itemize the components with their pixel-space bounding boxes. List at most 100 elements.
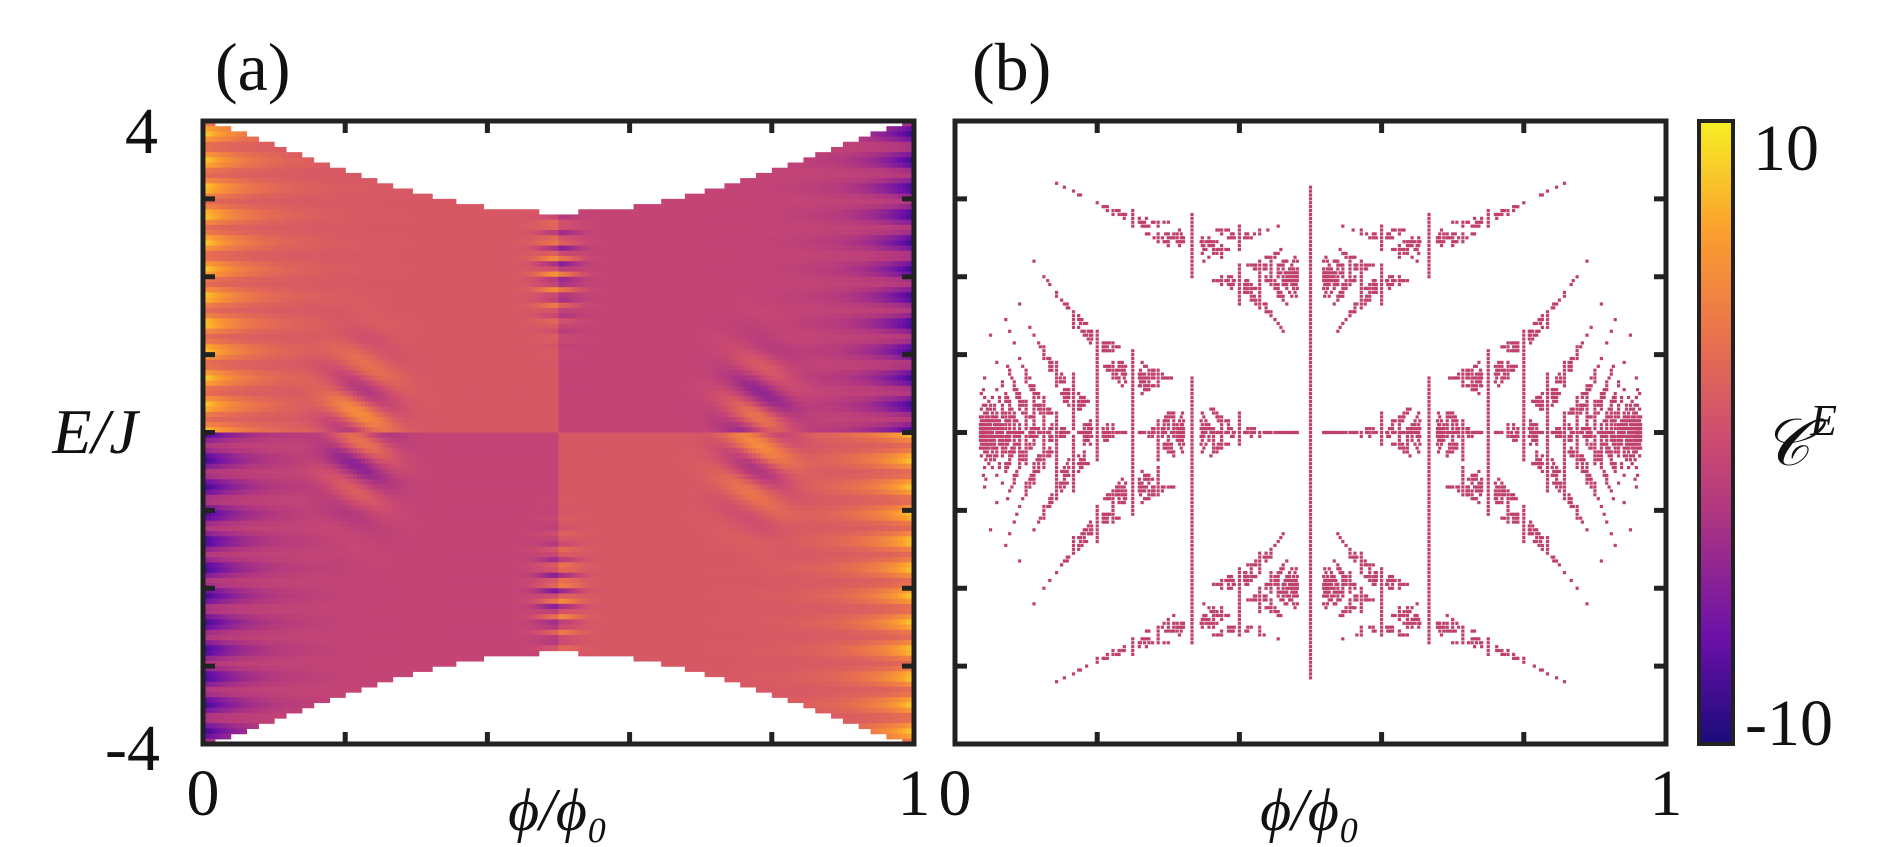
spectrum-cell (289, 209, 295, 216)
spectrum-cell (357, 551, 362, 558)
spectrum-cell (282, 328, 287, 335)
spectrum-cell (218, 193, 224, 200)
spectrum-cell (364, 468, 370, 475)
spectrum-cell (337, 567, 342, 574)
spectrum-cell (206, 723, 212, 730)
spectrum-cell (250, 281, 255, 288)
spectrum-cell (345, 411, 350, 418)
spectrum-cell (305, 240, 311, 247)
spectrum-cell (329, 349, 334, 356)
spectrum-cell (214, 333, 220, 340)
spectrum-cell (364, 583, 370, 589)
spectrum-cell (317, 609, 323, 615)
spectrum-cell (278, 577, 283, 584)
spectrum-cell (325, 167, 330, 174)
spectrum-cell (309, 645, 315, 652)
spectrum-cell (214, 707, 220, 714)
spectrum-cell (214, 157, 220, 164)
spectrum-cell (262, 359, 267, 366)
spectrum-cell (305, 411, 311, 418)
spectrum-cell (301, 235, 307, 242)
spectrum-cell (357, 250, 362, 257)
spectrum-cell (238, 411, 244, 418)
spectrum-cell (230, 323, 236, 330)
spectrum-cell (305, 624, 311, 631)
spectrum-cell (226, 499, 232, 506)
spectrum-cell (266, 686, 271, 693)
spectrum-cell (282, 593, 287, 600)
spectrum-cell (246, 172, 251, 179)
spectrum-cell (258, 453, 263, 460)
spectrum-cell (230, 318, 236, 325)
spectrum-cell (234, 609, 240, 615)
spectrum-cell (234, 188, 240, 195)
spectrum-cell (353, 183, 358, 190)
spectrum-cell (368, 287, 374, 293)
spectrum-cell (345, 520, 350, 527)
spectrum-cell (262, 463, 267, 470)
spectrum-cell (242, 328, 248, 335)
spectrum-cell (218, 204, 224, 210)
spectrum-cell (329, 666, 334, 672)
spectrum-cell (345, 474, 350, 480)
spectrum-cell (345, 603, 350, 610)
spectrum-cell (270, 551, 275, 558)
spectrum-cell (345, 510, 350, 517)
spectrum-cell (317, 494, 323, 501)
spectrum-cell (353, 401, 358, 408)
spectrum-cell (329, 551, 334, 558)
spectrum-cell (278, 681, 283, 688)
spectrum-cell (242, 427, 248, 434)
spectrum-cell (266, 271, 271, 278)
spectrum-cell (278, 219, 283, 226)
spectrum-cell (353, 448, 358, 454)
spectrum-cell (313, 499, 319, 506)
spectrum-cell (274, 354, 279, 361)
spectrum-cell (238, 328, 244, 335)
spectrum-cell (380, 261, 386, 267)
spectrum-cell (262, 318, 267, 325)
spectrum-cell (222, 131, 228, 138)
spectrum-cell (357, 458, 362, 465)
spectrum-cell (333, 255, 338, 262)
spectrum-cell (282, 692, 287, 698)
spectrum-cell (313, 339, 319, 345)
spectrum-cell (206, 141, 212, 148)
spectrum-cell (337, 468, 342, 475)
spectrum-cell (270, 292, 275, 299)
spectrum-cell (266, 188, 271, 195)
spectrum-cell (376, 666, 382, 672)
spectrum-cell (266, 634, 271, 641)
spectrum-cell (372, 297, 378, 304)
spectrum-cell (305, 365, 311, 371)
spectrum-cell (313, 380, 319, 387)
spectrum-cell (270, 333, 275, 340)
spectrum-cell (218, 396, 224, 402)
spectrum-cell (238, 645, 244, 652)
spectrum-cell (376, 448, 382, 454)
spectrum-cell (345, 188, 350, 195)
spectrum-cell (282, 619, 287, 626)
spectrum-cell (337, 562, 342, 569)
spectrum-cell (372, 515, 378, 522)
spectrum-cell (364, 520, 370, 527)
spectrum-cell (262, 224, 267, 231)
spectrum-cell (337, 686, 342, 693)
spectrum-cell (238, 250, 244, 257)
spectrum-cell (270, 593, 275, 600)
spectrum-cell (206, 214, 212, 221)
spectrum-cell (333, 287, 338, 293)
spectrum-cell (309, 536, 315, 543)
spectrum-cell (214, 323, 220, 330)
spectrum-cell (254, 562, 259, 569)
spectrum-cell (274, 499, 279, 506)
spectrum-cell (309, 494, 315, 501)
spectrum-cell (222, 359, 228, 366)
spectrum-cell (309, 339, 315, 345)
spectrum-cell (380, 510, 386, 517)
spectrum-cell (349, 427, 354, 434)
spectrum-cell (364, 577, 370, 584)
spectrum-cell (222, 546, 228, 553)
spectrum-cell (329, 198, 334, 205)
spectrum-cell (341, 562, 346, 569)
